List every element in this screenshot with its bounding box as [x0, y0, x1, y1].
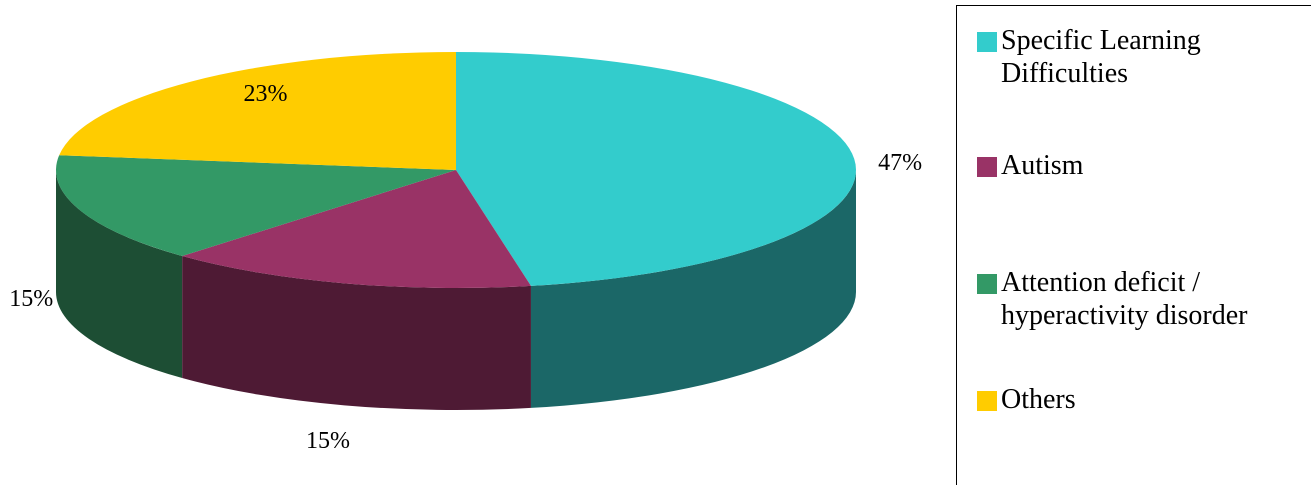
- legend-label: Autism: [1001, 150, 1084, 181]
- legend-swatch: [977, 391, 997, 411]
- chart-legend: Specific Learning Difficulties Autism At…: [956, 5, 1311, 485]
- data-label-1: 15%: [306, 428, 350, 454]
- pie-slice-0: [456, 52, 856, 286]
- legend-swatch: [977, 157, 997, 177]
- pie-chart: 47% 15% 15% 23%: [9, 52, 922, 454]
- pie-side-0: [530, 170, 856, 408]
- pie-slice-2: [55, 155, 456, 257]
- pie-slices: [55, 52, 856, 411]
- legend-item-autism: Autism: [977, 149, 1083, 182]
- legend-label: Attention deficit / hyperactivity disord…: [1001, 267, 1248, 331]
- legend-item-specific-learning-difficulties: Specific Learning Difficulties: [977, 24, 1201, 90]
- legend-swatch: [977, 274, 997, 294]
- pie-slice-3: [59, 52, 457, 170]
- legend-label: Specific Learning Difficulties: [1001, 25, 1201, 89]
- pie-side-2: [55, 170, 183, 379]
- legend-swatch: [977, 32, 997, 52]
- pie-side-1: [182, 256, 531, 411]
- legend-item-attention-deficit-hyperactivity-disorder: Attention deficit / hyperactivity disord…: [977, 266, 1247, 332]
- pie-slice-1: [182, 170, 531, 289]
- pie-data-labels: 47% 15% 15% 23%: [9, 81, 922, 454]
- legend-label: Others: [1001, 384, 1076, 415]
- legend-item-others: Others: [977, 383, 1076, 416]
- data-label-3: 23%: [244, 81, 288, 107]
- data-label-0: 47%: [878, 150, 922, 176]
- data-label-2: 15%: [9, 286, 53, 312]
